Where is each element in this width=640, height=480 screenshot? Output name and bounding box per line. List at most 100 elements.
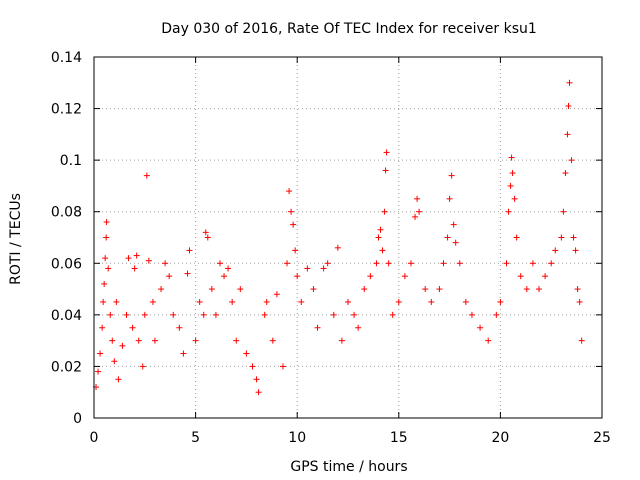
data-point	[115, 376, 122, 383]
data-point	[294, 273, 301, 280]
data-point	[255, 389, 262, 396]
x-tick-label: 5	[191, 430, 200, 446]
data-point	[568, 157, 575, 164]
data-point	[345, 298, 351, 305]
data-point	[253, 376, 260, 383]
chart-title: Day 030 of 2016, Rate Of TEC Index for r…	[161, 21, 537, 37]
data-point	[320, 265, 327, 272]
data-point	[367, 273, 374, 280]
data-point	[249, 363, 256, 370]
data-point	[170, 311, 177, 318]
data-point	[119, 342, 126, 349]
data-point	[229, 298, 236, 305]
data-point	[552, 247, 559, 254]
data-point	[125, 255, 132, 262]
data-point	[273, 291, 280, 298]
data-point	[338, 337, 345, 344]
data-point	[131, 265, 138, 272]
data-point	[103, 234, 110, 241]
data-point	[503, 260, 510, 267]
data-point	[284, 260, 291, 267]
data-point	[448, 172, 455, 179]
data-point	[428, 298, 435, 305]
data-point	[263, 298, 270, 305]
data-point	[558, 234, 565, 241]
data-point	[225, 265, 232, 272]
data-point	[562, 170, 569, 177]
data-point	[548, 260, 555, 267]
data-point	[422, 286, 429, 293]
data-point	[477, 324, 484, 331]
data-point	[382, 167, 389, 174]
data-point	[102, 255, 109, 262]
x-tick-label: 20	[491, 430, 509, 446]
data-point	[373, 260, 380, 267]
data-point	[542, 273, 549, 280]
data-point	[509, 170, 516, 177]
data-point	[298, 298, 305, 305]
data-point	[212, 311, 219, 318]
data-point	[416, 208, 423, 215]
data-point	[101, 280, 108, 287]
data-point	[330, 311, 337, 318]
data-point	[355, 324, 362, 331]
data-point	[334, 244, 341, 251]
data-point	[570, 234, 577, 241]
grid-lines	[94, 57, 602, 418]
data-point	[162, 260, 169, 267]
data-point	[109, 337, 116, 344]
data-point	[107, 311, 114, 318]
axis-ticks	[93, 56, 603, 419]
data-point	[221, 273, 228, 280]
y-tick-label: 0.1	[60, 153, 82, 169]
data-point	[141, 311, 148, 318]
data-point	[497, 298, 504, 305]
data-point	[536, 286, 543, 293]
data-point	[462, 298, 469, 305]
data-point	[103, 219, 110, 226]
data-point	[123, 311, 130, 318]
data-point	[113, 298, 120, 305]
data-point	[517, 273, 524, 280]
data-point	[565, 102, 572, 109]
y-tick-label: 0.08	[51, 205, 82, 221]
data-point	[381, 208, 388, 215]
data-point	[379, 247, 386, 254]
data-point	[192, 337, 199, 344]
data-point	[389, 311, 396, 318]
data-point	[292, 247, 299, 254]
data-point	[468, 311, 475, 318]
data-point	[166, 273, 173, 280]
data-point	[505, 208, 512, 215]
data-point	[566, 79, 573, 86]
data-point	[508, 154, 515, 161]
plot-frame	[93, 56, 603, 419]
data-point	[485, 337, 492, 344]
data-point	[288, 208, 295, 215]
data-point	[279, 363, 286, 370]
data-point	[261, 311, 268, 318]
data-point	[401, 273, 408, 280]
y-axis-label: ROTI / TECUs	[8, 193, 24, 285]
data-point	[95, 368, 102, 375]
data-point	[572, 247, 579, 254]
data-point	[576, 298, 583, 305]
x-tick-label: 0	[90, 430, 99, 446]
data-point	[385, 260, 392, 267]
data-point	[412, 213, 419, 220]
x-axis-label: GPS time / hours	[290, 459, 407, 475]
data-point	[99, 324, 106, 331]
x-tick-label: 10	[288, 430, 306, 446]
data-point	[511, 195, 518, 202]
data-point	[202, 229, 209, 236]
data-point	[133, 252, 140, 259]
data-point	[436, 286, 443, 293]
data-point	[286, 188, 293, 195]
y-tick-label: 0	[73, 411, 82, 427]
data-point	[196, 298, 203, 305]
y-tick-label: 0.02	[51, 359, 82, 375]
y-tick-label: 0.12	[51, 102, 82, 118]
data-point	[269, 337, 276, 344]
data-point	[377, 226, 384, 233]
